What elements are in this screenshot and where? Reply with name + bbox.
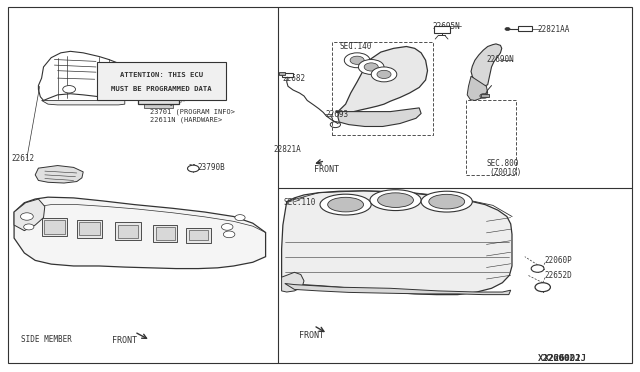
Bar: [42, 218, 67, 236]
Bar: [153, 225, 177, 242]
Text: 22821A: 22821A: [274, 145, 301, 154]
Text: FRONT: FRONT: [299, 331, 324, 340]
Circle shape: [330, 122, 340, 128]
Bar: [434, 26, 450, 33]
Text: 22060P: 22060P: [544, 256, 572, 265]
Bar: [79, 222, 100, 235]
Circle shape: [377, 70, 391, 78]
Text: 23790B: 23790B: [197, 163, 225, 172]
Bar: [466, 100, 516, 175]
Bar: [44, 220, 65, 234]
Text: 22652D: 22652D: [544, 271, 572, 280]
FancyBboxPatch shape: [97, 62, 226, 100]
Ellipse shape: [320, 194, 371, 215]
Circle shape: [188, 165, 199, 172]
Text: ATTENTION: THIS ECU: ATTENTION: THIS ECU: [120, 72, 203, 78]
Polygon shape: [471, 44, 502, 86]
Text: FRONT: FRONT: [112, 336, 137, 345]
Circle shape: [221, 224, 233, 230]
Text: 22611N (HARDWARE>: 22611N (HARDWARE>: [150, 116, 223, 123]
Ellipse shape: [370, 190, 421, 211]
Text: 22682: 22682: [283, 74, 306, 83]
Ellipse shape: [429, 194, 465, 209]
Circle shape: [364, 63, 378, 71]
Text: MUST BE PROGRAMMED DATA: MUST BE PROGRAMMED DATA: [111, 86, 212, 92]
Circle shape: [223, 231, 235, 238]
Text: (Z0010): (Z0010): [490, 169, 522, 177]
Bar: [77, 220, 102, 238]
Ellipse shape: [421, 191, 472, 212]
Bar: [186, 228, 211, 243]
Polygon shape: [282, 191, 512, 295]
Text: 22695N: 22695N: [432, 22, 460, 31]
Text: 22612: 22612: [12, 154, 35, 163]
Circle shape: [344, 53, 370, 68]
Bar: [115, 222, 141, 240]
Circle shape: [350, 56, 364, 64]
Text: SEC.800: SEC.800: [486, 159, 519, 168]
Circle shape: [480, 94, 488, 98]
Text: SEC.140: SEC.140: [339, 42, 372, 51]
Bar: [282, 73, 293, 77]
Polygon shape: [42, 100, 125, 105]
Circle shape: [24, 224, 34, 230]
Polygon shape: [285, 283, 511, 295]
Polygon shape: [14, 199, 45, 231]
Polygon shape: [38, 51, 128, 100]
Text: X226002J: X226002J: [538, 355, 580, 363]
Bar: [518, 26, 532, 31]
Bar: [138, 73, 179, 104]
Bar: [332, 42, 433, 135]
Text: 22690N: 22690N: [486, 55, 514, 64]
Polygon shape: [14, 197, 266, 269]
Circle shape: [63, 86, 76, 93]
Polygon shape: [338, 108, 421, 126]
Bar: [118, 225, 138, 238]
Bar: [189, 230, 208, 240]
Polygon shape: [336, 46, 428, 113]
Text: 22693: 22693: [325, 110, 348, 119]
Text: 22821AA: 22821AA: [538, 25, 570, 33]
Circle shape: [531, 265, 544, 272]
Bar: [481, 94, 489, 97]
Circle shape: [535, 283, 550, 292]
Polygon shape: [144, 104, 173, 108]
Circle shape: [358, 60, 384, 74]
Text: 23701 (PROGRAM INFO>: 23701 (PROGRAM INFO>: [150, 108, 236, 115]
Ellipse shape: [378, 193, 413, 208]
Circle shape: [371, 67, 397, 82]
Bar: [156, 228, 175, 240]
Text: FRONT: FRONT: [314, 165, 339, 174]
Ellipse shape: [328, 197, 364, 212]
Text: X226002J: X226002J: [544, 355, 587, 363]
Circle shape: [235, 215, 245, 221]
Text: SEC.110: SEC.110: [284, 198, 316, 207]
Circle shape: [505, 28, 510, 31]
Text: SIDE MEMBER: SIDE MEMBER: [21, 335, 72, 344]
Bar: [279, 72, 285, 75]
Polygon shape: [35, 166, 83, 183]
Polygon shape: [467, 76, 488, 100]
Circle shape: [20, 213, 33, 220]
Polygon shape: [282, 272, 304, 292]
